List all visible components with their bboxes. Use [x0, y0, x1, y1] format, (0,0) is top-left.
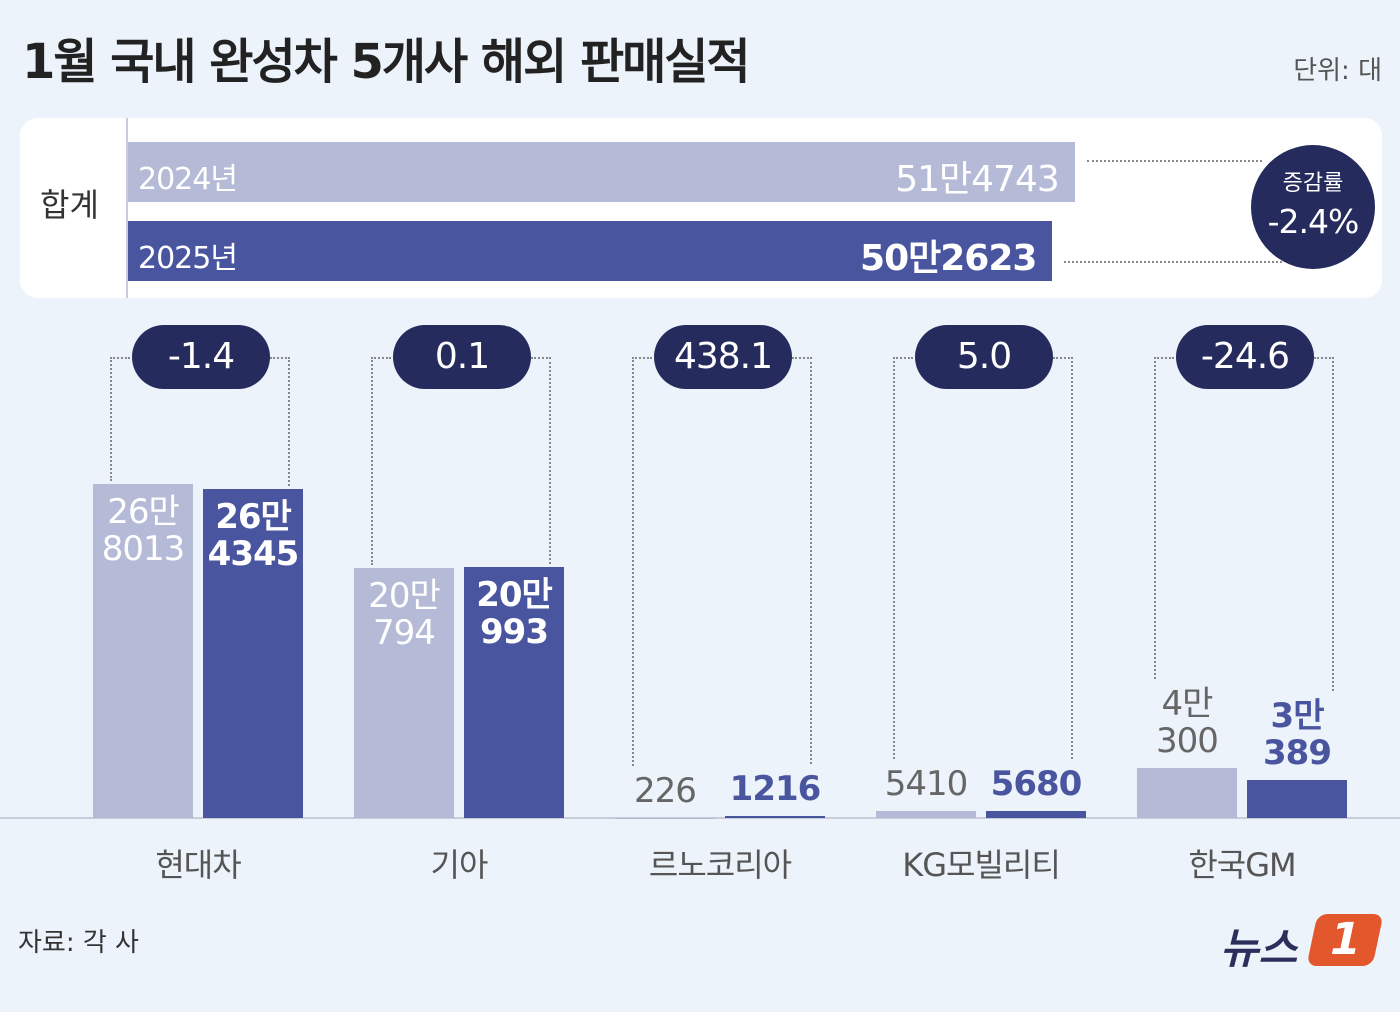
bar	[93, 483, 193, 818]
value-label: 226	[634, 770, 697, 811]
value-label: 5680	[990, 763, 1083, 804]
value-label: 20만 794	[368, 575, 441, 653]
bar	[725, 816, 825, 818]
change-connector	[270, 357, 290, 486]
x-tick-label: 한국GM	[1188, 846, 1296, 884]
change-connector	[1053, 357, 1073, 759]
change-label: 438.1	[673, 336, 773, 377]
total-bar	[128, 221, 1053, 281]
change-label: -24.6	[1200, 336, 1290, 377]
bar	[354, 567, 454, 818]
bar	[986, 810, 1086, 818]
change-pill	[132, 325, 270, 389]
total-connector	[1064, 261, 1282, 263]
x-tick-label: 기아	[430, 846, 489, 884]
change-circle	[1251, 145, 1375, 269]
value-label: 4만 300	[1156, 683, 1219, 761]
bar	[464, 567, 564, 818]
change-title: 증감률	[1282, 171, 1344, 196]
x-tick-label: 르노코리아	[648, 846, 792, 884]
x-tick-label: 현대차	[155, 846, 241, 884]
change-pill	[393, 325, 531, 389]
title: 1월 국내 완성차 5개사 해외 판매실적	[22, 34, 751, 90]
bar	[203, 488, 303, 818]
bar	[1247, 780, 1347, 818]
change-connector	[371, 357, 391, 565]
change-connector	[893, 357, 913, 760]
change-label: 5.0	[956, 336, 1012, 377]
change-connector	[792, 357, 812, 765]
change-connector	[1154, 357, 1174, 679]
value-label: 20만 993	[476, 575, 553, 653]
change-connector	[110, 357, 130, 481]
change-connector	[1314, 357, 1334, 692]
change-connector	[632, 357, 652, 766]
change-connector	[531, 357, 551, 565]
change-value: -2.4%	[1267, 202, 1360, 241]
bar	[1137, 767, 1237, 818]
change-pill	[915, 325, 1053, 389]
total-connector	[1086, 160, 1262, 162]
total-bar	[128, 142, 1075, 202]
value-label: 1216	[729, 769, 822, 810]
total-axis	[126, 118, 128, 298]
logo-text: 뉴스	[1220, 924, 1298, 973]
total-value: 50만2623	[860, 238, 1037, 279]
value-label: 3만 389	[1263, 696, 1332, 774]
change-label: -1.4	[167, 336, 235, 377]
logo-mark: 1	[1306, 914, 1384, 966]
value-label: 26만 4345	[207, 496, 300, 574]
total-label: 합계	[40, 186, 99, 224]
change-pill	[654, 325, 792, 389]
total-value: 51만4743	[895, 159, 1060, 200]
unit: 단위: 대	[1293, 56, 1382, 86]
bar	[876, 811, 976, 818]
total-year: 2025년	[138, 241, 238, 276]
value-label: 26만 8013	[101, 491, 186, 569]
x-tick-label: KG모빌리티	[902, 846, 1061, 884]
source: 자료: 각 사	[18, 928, 139, 958]
change-label: 0.1	[434, 336, 490, 377]
change-pill	[1176, 325, 1314, 389]
baseline	[0, 817, 1400, 819]
total-year: 2024년	[138, 162, 238, 197]
value-label: 5410	[884, 764, 969, 805]
